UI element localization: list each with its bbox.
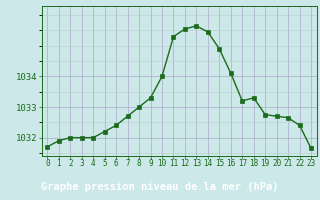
Text: Graphe pression niveau de la mer (hPa): Graphe pression niveau de la mer (hPa) bbox=[41, 182, 279, 192]
